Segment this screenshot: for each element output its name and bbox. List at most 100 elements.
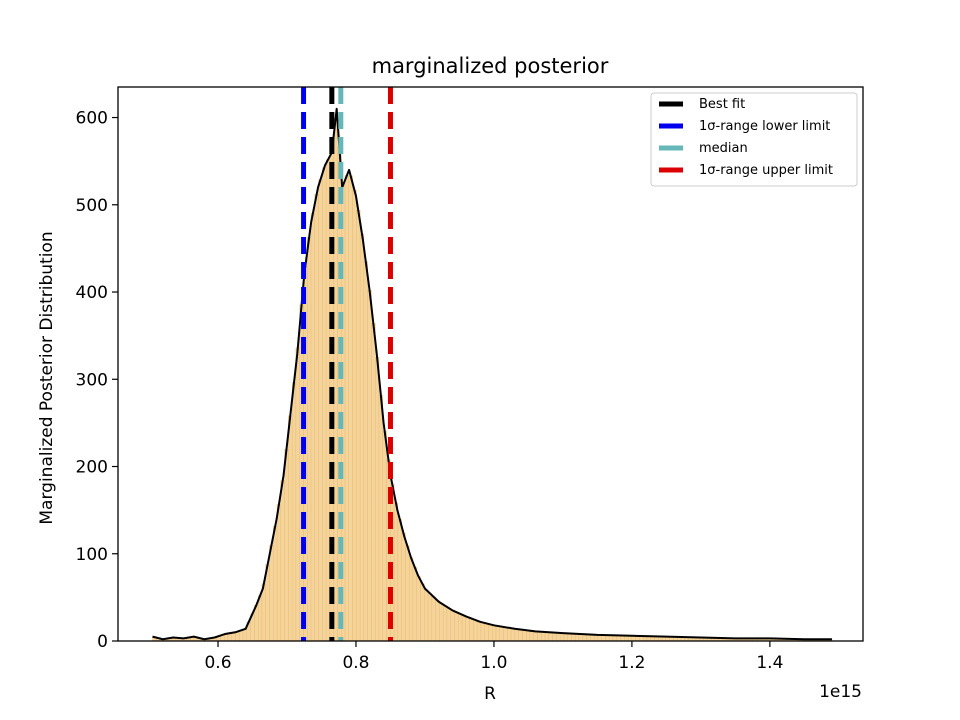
y-tick-label: 0 [97,632,108,652]
histogram-bar [499,626,504,642]
histogram-bar [533,631,538,642]
y-tick-label: 300 [76,370,108,390]
histogram-bar [257,595,263,642]
histogram-bar [476,621,482,642]
x-tick-label: 1.4 [756,653,783,673]
x-tick-label: 0.8 [342,653,369,673]
histogram-bar [405,545,410,642]
legend-label: 1σ-range lower limit [699,119,830,134]
legend-label: Best fit [699,97,745,112]
histogram-bar [510,628,516,642]
plot-area [152,87,833,642]
y-tick-label: 500 [76,196,108,216]
histogram-bar [325,159,331,642]
histogram-bar [541,631,546,642]
histogram-bar [375,357,380,642]
histogram-bar [458,613,463,642]
histogram-bar [575,633,580,642]
histogram-bar [480,622,485,642]
histogram-bar [291,382,297,642]
histogram-bar [412,567,417,642]
histogram-bar [442,605,448,642]
histogram-bar [239,630,244,642]
histogram-bar [378,395,383,642]
y-axis-label: Marginalized Posterior Distribution [37,231,57,524]
histogram-bar [314,193,319,642]
histogram-bar [522,629,527,642]
histogram-bar [556,632,561,642]
histogram-bar [420,583,425,642]
histogram-bar [288,415,293,642]
chart-title: marginalized posterior [372,54,609,78]
histogram-bar [352,189,357,642]
histogram-bar [567,633,572,642]
histogram-bar [367,290,372,642]
x-tick-label: 1.0 [480,653,507,673]
histogram-bar [435,600,440,642]
legend-label: 1σ-range upper limit [699,163,833,178]
histogram-bar [503,627,508,642]
y-tick-label: 200 [76,458,108,478]
histogram-bar [397,518,402,642]
histogram-bar [507,627,512,642]
histogram-bar [465,616,470,642]
legend-entries: Best fit 1σ-range lower limit median 1σ-ran… [659,97,833,178]
histogram-bar [382,430,387,642]
legend: Best fit 1σ-range lower limit median 1σ-ran… [650,92,858,187]
histogram-bar [446,607,451,642]
histogram-bar [488,624,493,642]
x-axis-offset-label: 1e15 [819,682,862,702]
histogram-bar [348,175,353,642]
y-axis-ticks: 0 100 200 300 400 500 600 [76,109,118,652]
histogram-bar [371,323,376,642]
histogram-bar [552,632,557,642]
histogram-bar [484,623,489,642]
histogram-bar [401,533,406,642]
histogram-bar [514,628,519,642]
histogram-bar [469,618,474,642]
histogram-bar [439,603,444,642]
x-tick-label: 0.6 [204,653,231,673]
axes-frame [117,86,864,642]
histogram-bar [473,619,478,642]
histogram-bar [548,632,553,642]
histogram-bar [563,633,568,642]
y-tick-label: 100 [76,545,108,565]
y-tick-label: 400 [76,283,108,303]
histogram-bar [461,615,466,642]
posterior-curve [152,107,832,641]
histogram-bar [431,596,436,642]
histogram-bar [559,632,565,642]
x-axis-ticks: 0.6 0.8 1.0 1.2 1.4 [204,641,783,673]
histogram-bar [280,480,285,642]
x-axis-label: R [484,684,496,704]
histogram-bar [359,233,365,642]
histogram-bar [450,610,455,642]
histogram-bar [242,628,248,642]
histogram-bar [284,449,289,642]
histogram-bar [492,625,497,642]
histogram-bar [310,213,315,642]
histogram-bar [318,179,323,642]
histogram-bar [408,557,414,642]
histogram-bar [529,630,534,642]
x-tick-label: 1.2 [618,653,645,673]
histogram-bar [269,545,274,642]
histogram-bar [307,237,312,642]
histogram-bar [261,583,266,642]
reference-lines [301,87,393,641]
histogram-bar [495,625,500,642]
histogram-bar [393,502,399,642]
histogram-bar [273,526,278,642]
histogram-bar [571,633,576,642]
histogram-bar [322,167,327,642]
histogram-bar [295,347,300,642]
histogram-bar [276,504,282,642]
histogram-bar [454,611,459,642]
y-tick-label: 600 [76,109,108,129]
histogram-bar [427,593,433,642]
legend-label: median [699,141,748,156]
histogram-bar [231,632,236,642]
histogram-bar [424,589,429,642]
